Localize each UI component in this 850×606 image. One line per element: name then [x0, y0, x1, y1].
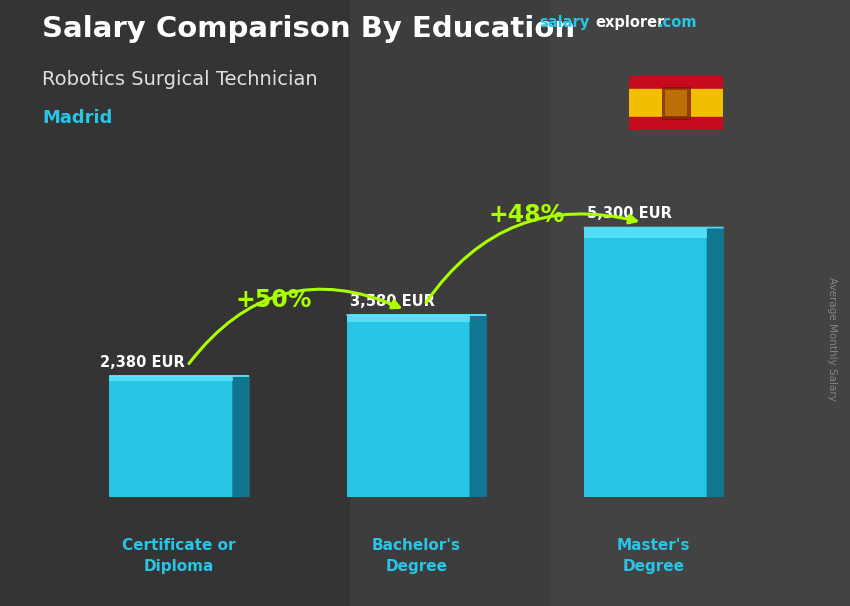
Bar — [661, 87, 689, 119]
Text: Master's
Degree: Master's Degree — [617, 538, 690, 574]
FancyArrowPatch shape — [189, 289, 400, 364]
Text: Robotics Surgical Technician: Robotics Surgical Technician — [42, 70, 318, 88]
FancyBboxPatch shape — [584, 227, 707, 238]
Text: 5,300 EUR: 5,300 EUR — [587, 207, 672, 221]
Text: Average Monthly Salary: Average Monthly Salary — [827, 278, 837, 401]
Polygon shape — [707, 227, 723, 497]
FancyBboxPatch shape — [584, 227, 707, 497]
FancyBboxPatch shape — [110, 376, 233, 381]
Polygon shape — [233, 376, 249, 497]
Text: explorer: explorer — [595, 15, 665, 30]
Bar — [665, 90, 687, 116]
Polygon shape — [470, 315, 486, 497]
Text: 2,380 EUR: 2,380 EUR — [99, 355, 184, 370]
Bar — [629, 76, 722, 89]
Text: Bachelor's
Degree: Bachelor's Degree — [372, 538, 461, 574]
Text: +48%: +48% — [489, 204, 565, 227]
FancyArrowPatch shape — [426, 214, 637, 302]
Text: Madrid: Madrid — [42, 109, 113, 127]
Bar — [629, 89, 722, 116]
FancyBboxPatch shape — [347, 315, 470, 322]
FancyBboxPatch shape — [347, 315, 470, 497]
Text: 3,580 EUR: 3,580 EUR — [350, 294, 434, 309]
FancyBboxPatch shape — [110, 376, 233, 497]
Bar — [629, 116, 722, 130]
Text: .com: .com — [657, 15, 696, 30]
Text: +50%: +50% — [235, 288, 312, 311]
Text: salary: salary — [540, 15, 590, 30]
Text: Certificate or
Diploma: Certificate or Diploma — [122, 538, 236, 574]
Text: Salary Comparison By Education: Salary Comparison By Education — [42, 15, 575, 43]
